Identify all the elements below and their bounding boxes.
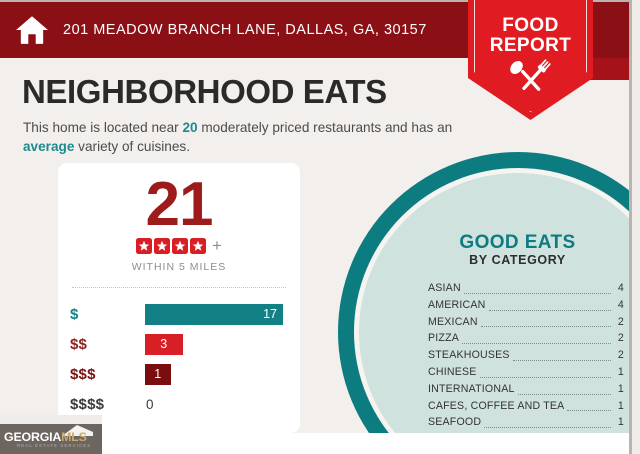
category-count: 2	[617, 315, 624, 328]
badge-icon-row	[468, 58, 593, 100]
price-tier-label: $$$	[70, 365, 96, 383]
subtitle-part1: This home is located near	[23, 120, 183, 135]
restaurant-stats-card: 21 + WITHIN 5 MILES $ 17	[58, 163, 300, 433]
category-name: CHINESE	[428, 365, 477, 378]
price-tier-row: $$$$ 0	[58, 389, 300, 419]
price-tier-label: $$	[70, 335, 88, 353]
star-icon	[190, 238, 207, 254]
category-name: STEAKHOUSES	[428, 349, 510, 362]
subtitle-highlight-count: 20	[182, 120, 198, 135]
category-count: 1	[617, 399, 624, 412]
home-icon	[16, 16, 48, 44]
leader-dots	[479, 376, 611, 378]
list-item: INTERNATIONAL 1	[428, 381, 624, 398]
georgia-mls-logo: GEORGIAMLS REAL ESTATE SERVICES	[0, 424, 102, 454]
category-name: CAFES, COFFEE AND TEA	[428, 399, 565, 412]
list-item: AMERICAN 4	[428, 297, 624, 314]
leader-dots	[480, 325, 611, 328]
category-name: PIZZA	[428, 332, 460, 345]
price-tier-value: 0	[146, 396, 154, 412]
category-count: 4	[617, 282, 624, 294]
badge-title: FOOD REPORT	[468, 16, 593, 56]
category-name: AMERICAN	[428, 298, 486, 311]
restaurant-count: 21	[145, 170, 214, 239]
category-name: INTERNATIONAL	[428, 382, 515, 395]
price-tier-value: 3	[160, 337, 168, 351]
subtitle-part2: moderately priced restaurants and has an	[197, 120, 453, 135]
badge-title-line1: FOOD	[502, 15, 559, 36]
food-report-badge: FOOD REPORT	[468, 0, 593, 120]
list-item: PIZZA 2	[428, 330, 624, 347]
list-item: CAFES, COFFEE AND TEA 1	[428, 398, 624, 415]
price-tier-row: $ 17	[58, 299, 300, 329]
star-icon	[172, 238, 189, 254]
category-count: 1	[617, 365, 624, 378]
panel-right-edge	[629, 0, 632, 454]
bottom-left-strip	[0, 415, 102, 424]
badge-title-line2: REPORT	[489, 35, 572, 56]
leader-dots	[488, 309, 611, 311]
bottom-white-strip	[102, 433, 629, 454]
good-eats-subtitle: BY CATEGORY	[469, 253, 566, 267]
spoon-fork-icon	[509, 59, 551, 91]
star-icon	[136, 238, 153, 254]
price-tier-bar: 3	[145, 333, 183, 355]
list-item: SEAFOOD 1	[428, 414, 624, 431]
price-tier-value: 17	[263, 307, 277, 321]
star-rating: +	[58, 236, 300, 255]
price-tier-label: $	[70, 305, 79, 323]
list-item: MEXICAN 2	[428, 314, 624, 331]
price-tier-track: 3	[145, 329, 295, 359]
subtitle-highlight-variety: average	[23, 139, 75, 154]
page-title: NEIGHBORHOOD EATS	[22, 73, 387, 110]
price-tier-bar: 1	[145, 363, 171, 385]
price-tier-bar: 17	[145, 303, 283, 325]
leader-dots	[512, 359, 611, 361]
logo-text-primary: GEORGIA	[4, 430, 62, 444]
price-tier-row: $$$ 1	[58, 359, 300, 389]
price-tier-track: 0	[145, 389, 295, 419]
leader-dots	[517, 393, 611, 395]
category-count: 1	[617, 382, 624, 395]
list-item: STEAKHOUSES 2	[428, 347, 624, 364]
leader-dots	[484, 426, 611, 429]
price-tier-chart: $ 17 $$ 3 $$$ 1	[58, 299, 300, 419]
plus-sign: +	[212, 236, 222, 255]
badge-inner-outline	[474, 0, 587, 112]
leader-dots	[463, 292, 611, 294]
logo-text-accent: MLS	[61, 430, 87, 444]
page-subtitle: This home is located near 20 moderately …	[23, 118, 453, 156]
logo-tagline: REAL ESTATE SERVICES	[17, 443, 92, 448]
category-name: ASIAN	[428, 282, 461, 294]
category-name: SEAFOOD	[428, 416, 482, 429]
panel-right-gutter	[632, 0, 640, 454]
price-tier-track: 17	[145, 299, 295, 329]
star-icon	[154, 238, 171, 254]
price-tier-track: 1	[145, 359, 295, 389]
category-count: 2	[617, 332, 624, 345]
price-tier-row: $$ 3	[58, 329, 300, 359]
category-name: MEXICAN	[428, 315, 478, 328]
category-count: 2	[617, 349, 624, 362]
within-radius-label: WITHIN 5 MILES	[131, 261, 227, 273]
list-item: ASIAN 4	[428, 280, 624, 297]
category-count: 4	[617, 298, 624, 311]
list-item: CHINESE 1	[428, 364, 624, 381]
leader-dots	[462, 342, 611, 345]
top-edge-divider	[0, 0, 640, 2]
category-list: ASIAN 4 AMERICAN 4 MEXICAN 2 PIZZA 2 STE…	[428, 280, 624, 448]
category-count: 1	[617, 416, 624, 429]
subtitle-part3: variety of cuisines.	[74, 139, 190, 154]
roof-icon	[62, 425, 93, 436]
card-divider	[72, 287, 286, 289]
price-tier-label: $$$$	[70, 395, 105, 413]
leader-dots	[567, 409, 611, 412]
address-text: 201 MEADOW BRANCH LANE, DALLAS, GA, 3015…	[63, 22, 427, 38]
good-eats-title: GOOD EATS	[459, 232, 576, 253]
logo-text: GEORGIAMLS	[4, 430, 87, 444]
price-tier-value: 1	[154, 367, 162, 381]
